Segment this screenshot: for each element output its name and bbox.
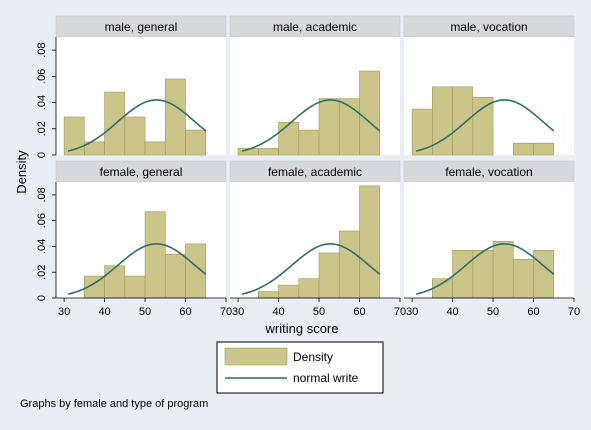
x-tick-label: 60 [353, 306, 365, 318]
histogram-bar [144, 141, 166, 156]
histogram-bar [492, 240, 514, 299]
panels: male, general 0 .02 .04 .06 .08 male, academic… [36, 15, 580, 318]
y-tick-label: .08 [36, 187, 48, 202]
histogram-bar [164, 78, 186, 156]
histogram-bar [452, 86, 474, 156]
legend-label-density: Density [293, 350, 333, 364]
x-tick-label: 60 [527, 306, 539, 318]
histogram-bar [411, 108, 433, 156]
histogram-bar [298, 129, 320, 156]
x-tick-label: 50 [139, 306, 151, 318]
normal-curve [67, 243, 207, 295]
histogram-bar [318, 252, 340, 299]
y-tick-label: .04 [36, 239, 48, 254]
x-tick-label: 50 [487, 306, 499, 318]
y-tick-label: 0 [36, 295, 48, 301]
panel: female, general 0 .02 .04 .06 .08 30 40 50 60 70 [36, 160, 232, 318]
histogram-bar [144, 211, 166, 299]
normal-curve [415, 99, 555, 152]
y-tick-label: .02 [36, 121, 48, 136]
legend-label-normal: normal write [293, 371, 359, 385]
x-tick-label: 30 [232, 306, 244, 318]
histogram-bar [512, 259, 534, 299]
panel-title: female, academic [268, 165, 362, 179]
x-tick-label: 60 [179, 306, 191, 318]
y-tick-label: 0 [36, 152, 48, 158]
x-tick-label: 70 [220, 306, 232, 318]
histogram-bar [512, 142, 534, 156]
histogram-bar [533, 142, 555, 156]
normal-curve [67, 99, 207, 152]
x-tick-label: 50 [313, 306, 325, 318]
panel: female, vocation 30 40 50 60 70 [403, 160, 580, 318]
x-tick-label: 30 [406, 306, 418, 318]
histogram-bar [258, 291, 279, 299]
y-tick-label: .06 [36, 213, 48, 228]
panel-title: male, vocation [450, 20, 527, 34]
x-tick-label: 40 [446, 306, 458, 318]
panel-title: male, general [105, 20, 178, 34]
legend: Density normal write [216, 341, 384, 394]
y-tick-label: .02 [36, 265, 48, 280]
panel-title: female, vocation [445, 165, 532, 179]
histogram-bar [164, 253, 186, 299]
x-tick-label: 40 [98, 306, 110, 318]
footnote: Graphs by female and type of program [20, 398, 209, 410]
panel: male, vocation [403, 15, 575, 156]
x-tick-label: 30 [58, 306, 70, 318]
histogram-bar [359, 70, 381, 156]
panel: female, academic 30 40 50 60 70 [229, 160, 406, 318]
x-axis-label: writing score [265, 321, 339, 336]
histogram-bar [278, 284, 300, 299]
panel: male, academic [229, 15, 401, 156]
panel: male, general 0 .02 .04 .06 .08 [36, 15, 227, 158]
histogram-bar [298, 278, 320, 299]
histogram-bar [338, 230, 360, 299]
histogram-bar [124, 275, 146, 299]
histogram-bar [472, 97, 494, 156]
histogram-bar [432, 278, 453, 299]
histogram-bar [278, 121, 300, 156]
y-axis-label: Density [14, 150, 29, 194]
normal-curve [241, 243, 381, 295]
histogram-bar [104, 265, 126, 299]
histogram-bar [318, 98, 340, 156]
legend-bar-swatch [224, 347, 288, 366]
y-tick-label: .06 [36, 69, 48, 84]
x-tick-label: 40 [272, 306, 284, 318]
histogram-bar [185, 129, 207, 156]
histogram-bar [533, 250, 555, 299]
y-tick-label: .04 [36, 95, 48, 110]
histogram-bar [359, 185, 381, 299]
histogram-bar [63, 116, 85, 156]
histogram-bar [124, 116, 146, 156]
histogram-bar [258, 148, 279, 156]
y-tick-label: .08 [36, 42, 48, 57]
x-tick-label: 70 [394, 306, 406, 318]
normal-curve [415, 243, 555, 295]
panel-title: female, general [100, 165, 183, 179]
normal-curve [241, 99, 381, 152]
x-tick-label: 70 [568, 306, 580, 318]
panel-title: male, academic [273, 20, 357, 34]
